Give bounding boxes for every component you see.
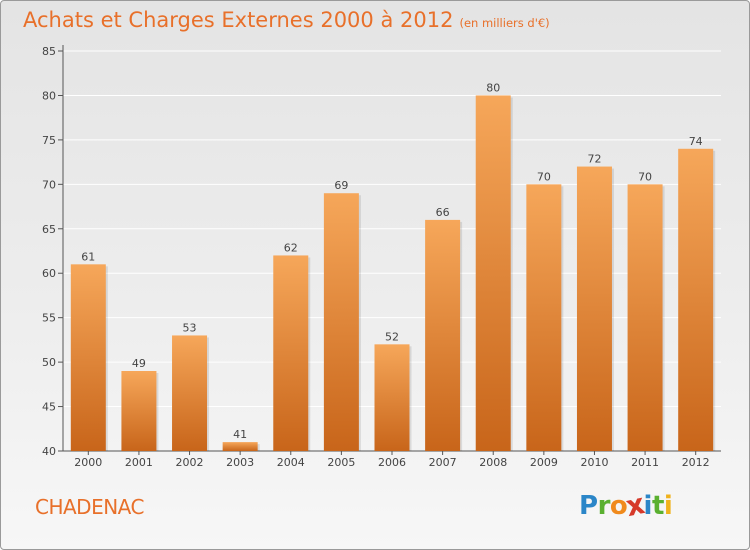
- proxiti-logo: Proxiti: [579, 487, 673, 525]
- x-tick-label: 2007: [429, 456, 457, 469]
- data-label: 74: [689, 135, 703, 148]
- bar: [576, 166, 612, 452]
- x-tick-label: 2011: [631, 456, 659, 469]
- y-tick-label: 60: [42, 267, 56, 280]
- y-tick-label: 45: [42, 401, 56, 414]
- data-label: 70: [537, 170, 551, 183]
- x-tick-label: 2009: [530, 456, 558, 469]
- data-label: 41: [233, 428, 247, 441]
- y-tick-label: 70: [42, 178, 56, 191]
- bar: [627, 184, 663, 452]
- logo-letter: i: [643, 491, 653, 521]
- y-tick-label: 80: [42, 89, 56, 102]
- x-tick-label: 2008: [479, 456, 507, 469]
- x-tick-label: 2006: [378, 456, 406, 469]
- y-tick-label: 75: [42, 134, 56, 147]
- logo-letter: i: [663, 491, 673, 521]
- logo-letter: P: [579, 491, 598, 521]
- data-label: 53: [183, 321, 197, 334]
- x-tick-label: 2004: [277, 456, 305, 469]
- data-label: 66: [436, 206, 450, 219]
- y-tick-label: 65: [42, 223, 56, 236]
- data-label: 80: [486, 81, 500, 94]
- chart-title: Achats et Charges Externes 2000 à 2012: [23, 8, 454, 32]
- y-tick-label: 55: [42, 312, 56, 325]
- data-label: 69: [334, 179, 348, 192]
- y-tick-label: 40: [42, 445, 56, 458]
- x-tick-label: 2005: [327, 456, 355, 469]
- x-tick-label: 2001: [125, 456, 153, 469]
- data-label: 62: [284, 241, 298, 254]
- bar: [475, 95, 511, 451]
- data-label: 61: [81, 250, 95, 263]
- logo-letter: t: [651, 491, 664, 521]
- x-tick-label: 2002: [176, 456, 204, 469]
- bar: [374, 344, 410, 451]
- x-tick-label: 2000: [74, 456, 102, 469]
- bar: [678, 148, 714, 451]
- bar: [425, 219, 461, 451]
- chart-title-line: Achats et Charges Externes 2000 à 2012 (e…: [23, 5, 550, 38]
- data-label: 70: [638, 170, 652, 183]
- bar: [172, 335, 208, 451]
- data-label: 49: [132, 357, 146, 370]
- data-label: 52: [385, 330, 399, 343]
- x-tick-label: 2010: [580, 456, 608, 469]
- bar: [121, 371, 157, 451]
- bar: [526, 184, 562, 452]
- x-tick-label: 2003: [226, 456, 254, 469]
- data-label: 72: [587, 153, 601, 166]
- chart-subtitle: (en milliers d'€): [459, 16, 550, 30]
- bar: [222, 442, 258, 451]
- bar: [273, 255, 309, 451]
- bar: [70, 264, 106, 451]
- place-name: CHADENAC: [35, 495, 144, 519]
- logo-letter: r: [597, 491, 611, 521]
- y-tick-label: 50: [42, 356, 56, 369]
- bar: [323, 193, 359, 451]
- x-tick-label: 2012: [682, 456, 710, 469]
- logo-letter: o: [609, 491, 628, 521]
- y-tick-label: 85: [42, 45, 56, 58]
